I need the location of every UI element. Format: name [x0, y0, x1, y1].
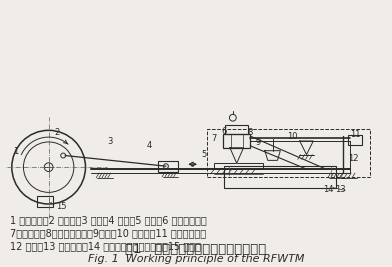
Text: 6: 6: [221, 127, 227, 136]
Polygon shape: [300, 141, 313, 155]
Bar: [223, 134, 250, 148]
Text: 9: 9: [256, 138, 261, 147]
Text: 2: 2: [55, 128, 60, 137]
Text: 10: 10: [287, 132, 297, 141]
Text: 图1   往复式摩擦磨损试验机工作原理: 图1 往复式摩擦磨损试验机工作原理: [125, 243, 267, 256]
Polygon shape: [265, 151, 280, 160]
Text: 1 变频电机；2 曲柄盘；3 连杆；4 滑座；5 试件；6 磨头测温计；: 1 变频电机；2 曲柄盘；3 连杆；4 滑座；5 试件；6 磨头测温计；: [10, 216, 207, 226]
Bar: [207, 129, 370, 177]
Text: 3: 3: [107, 138, 113, 147]
Text: 7配重砝码；8摩擦力传感器；9磨头；10 支撑臂；11 位移传感器；: 7配重砝码；8摩擦力传感器；9磨头；10 支撑臂；11 位移传感器；: [10, 228, 206, 238]
Text: 13: 13: [335, 185, 346, 194]
Text: 12 支架；13 加热装置；14 计算机及电气控制系统；15 转速计: 12 支架；13 加热装置；14 计算机及电气控制系统；15 转速计: [10, 241, 201, 251]
Text: 12: 12: [348, 154, 358, 163]
Text: 4: 4: [147, 141, 152, 150]
Text: 14: 14: [323, 185, 334, 194]
Text: 11: 11: [350, 130, 360, 139]
Text: Fig. 1  Working principle of the RFWTM: Fig. 1 Working principle of the RFWTM: [88, 254, 304, 264]
Text: 8: 8: [248, 128, 253, 137]
Bar: [214, 163, 263, 169]
Text: 5: 5: [201, 150, 206, 159]
Bar: [158, 161, 178, 172]
Bar: [224, 166, 336, 187]
Bar: [225, 124, 249, 134]
Bar: [37, 196, 53, 207]
Polygon shape: [230, 148, 243, 163]
Bar: [348, 135, 362, 145]
Text: 7: 7: [212, 134, 217, 143]
Text: 1: 1: [13, 147, 18, 156]
Text: 15: 15: [56, 202, 67, 211]
